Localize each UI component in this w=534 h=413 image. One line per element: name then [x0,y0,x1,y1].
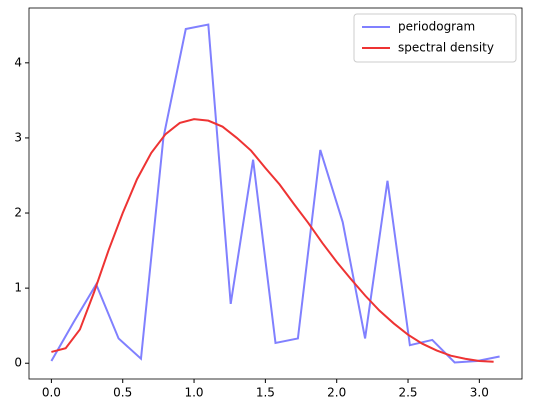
legend-box [353,13,517,63]
x-tick-label: 3.0 [470,386,489,400]
y-tick-label: 3 [14,130,22,144]
series-line [51,118,494,363]
legend: periodogram spectral density [353,13,517,63]
x-tick-label: 1.0 [184,386,203,400]
plot-frame [28,7,523,380]
y-tick-label: 0 [14,356,22,370]
legend-label: periodogram [398,20,475,34]
y-tick-label: 4 [14,55,22,69]
x-tick-label: 2.0 [327,386,346,400]
x-tick-label: 0.5 [113,386,132,400]
x-tick-label: 0.0 [42,386,61,400]
y-tick-label: 2 [14,206,22,220]
x-tick-label: 1.5 [256,386,275,400]
x-tick-label: 2.5 [398,386,417,400]
y-tick-label: 1 [14,281,22,295]
legend-label: spectral density [398,41,494,55]
series-line [50,23,500,364]
